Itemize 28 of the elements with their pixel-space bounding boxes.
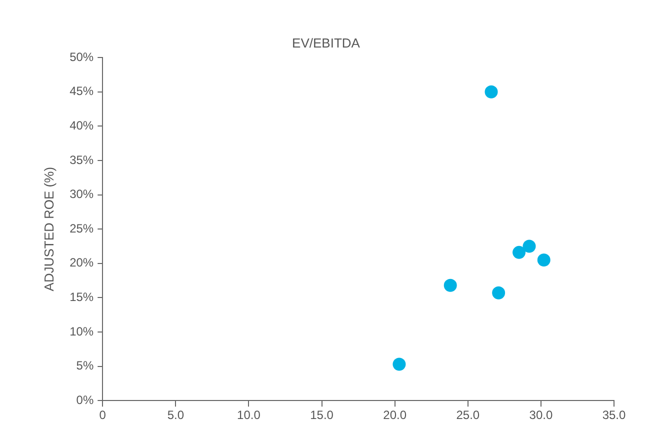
y-tick-label: 20% xyxy=(70,256,94,270)
y-axis-title: ADJUSTED ROE (%) xyxy=(41,166,56,292)
y-tick-label: 45% xyxy=(70,84,94,98)
y-tick-label: 30% xyxy=(70,187,94,202)
point xyxy=(512,246,526,259)
y-tick-label: 5% xyxy=(76,358,94,373)
x-tick-label: 0 xyxy=(99,408,106,422)
x-tick-label: 30.0 xyxy=(529,408,553,422)
x-tick-label: 15.0 xyxy=(310,408,334,422)
x-tick-label: 25.0 xyxy=(456,408,480,422)
point xyxy=(484,85,498,98)
y-tick-label: 0% xyxy=(76,392,94,407)
point xyxy=(537,253,550,266)
x-tick-label: 35.0 xyxy=(602,408,626,422)
y-tick-label: 25% xyxy=(70,221,94,236)
y-tick-label: 10% xyxy=(70,324,94,338)
x-tick-label: 5.0 xyxy=(167,408,184,422)
y-tick-label: 15% xyxy=(70,290,94,304)
point xyxy=(522,240,536,253)
point xyxy=(492,286,506,300)
y-tick-label: 50% xyxy=(70,50,94,64)
y-tick-label: 40% xyxy=(70,118,94,133)
point xyxy=(392,358,406,371)
point xyxy=(444,278,457,292)
y-tick-label: 35% xyxy=(70,152,94,167)
chart-title: EV/EBITDA xyxy=(292,35,360,50)
x-tick-label: 20.0 xyxy=(383,408,407,422)
x-tick-label: 10.0 xyxy=(237,408,261,422)
